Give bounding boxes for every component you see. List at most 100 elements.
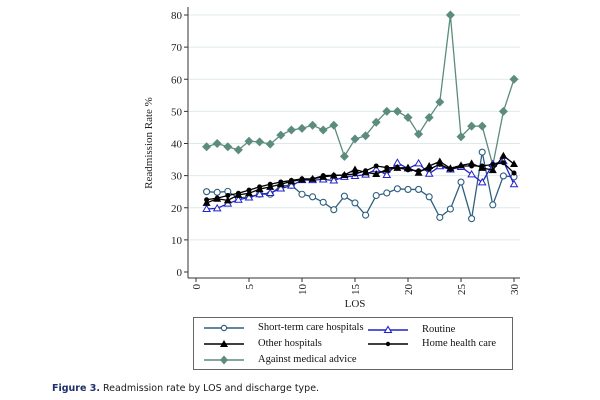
data-point bbox=[310, 176, 316, 182]
y-tick-label: 80 bbox=[171, 10, 183, 22]
data-point bbox=[469, 163, 475, 169]
data-point bbox=[426, 166, 432, 172]
data-point bbox=[490, 161, 496, 167]
data-point bbox=[308, 120, 318, 130]
caption-text: Readmission rate by LOS and discharge ty… bbox=[99, 383, 320, 394]
legend-label: Other hospitals bbox=[258, 338, 322, 349]
x-tick-label: 15 bbox=[350, 284, 362, 296]
data-point bbox=[437, 161, 443, 167]
data-point bbox=[414, 158, 423, 167]
data-point bbox=[435, 157, 444, 165]
data-point bbox=[223, 196, 232, 204]
data-point bbox=[446, 205, 454, 213]
data-point bbox=[436, 213, 444, 221]
axes bbox=[187, 7, 520, 279]
data-point bbox=[320, 173, 326, 179]
data-point bbox=[415, 185, 423, 193]
data-point bbox=[265, 188, 275, 196]
data-point bbox=[392, 106, 402, 116]
legend-item-against-medical-advice: Against medical advice bbox=[202, 354, 357, 365]
data-point bbox=[223, 142, 233, 152]
y-tick-label: 30 bbox=[171, 171, 183, 183]
data-point bbox=[371, 117, 381, 127]
data-point bbox=[457, 178, 465, 186]
data-point bbox=[498, 106, 508, 116]
data-point bbox=[447, 166, 453, 172]
data-point bbox=[288, 177, 294, 183]
x-tick-label: 25 bbox=[456, 284, 468, 296]
data-point bbox=[477, 177, 487, 186]
y-tick-label: 50 bbox=[171, 106, 183, 118]
x-tick-label: 10 bbox=[297, 284, 309, 296]
data-point bbox=[340, 192, 348, 200]
circle-marker-icon bbox=[204, 324, 244, 331]
data-point bbox=[499, 172, 507, 180]
series-against-medical-advice bbox=[202, 10, 519, 170]
data-point bbox=[276, 183, 286, 192]
data-point bbox=[204, 197, 210, 203]
x-tick-label: 5 bbox=[244, 284, 256, 290]
data-point bbox=[233, 145, 243, 155]
data-point bbox=[213, 188, 221, 196]
data-point bbox=[382, 106, 392, 116]
figure-caption: Figure 3. Readmission rate by LOS and di… bbox=[52, 383, 319, 394]
data-point bbox=[278, 179, 284, 185]
data-point bbox=[352, 171, 358, 177]
data-point bbox=[298, 190, 306, 198]
legend: Short-term care hospitals Routine Other … bbox=[193, 317, 513, 370]
data-point bbox=[286, 125, 296, 135]
data-point bbox=[309, 193, 317, 201]
data-point bbox=[212, 139, 222, 148]
series-group bbox=[202, 10, 519, 223]
y-axis-label: Readmission Rate % bbox=[143, 97, 155, 189]
data-point bbox=[363, 168, 369, 174]
data-point bbox=[435, 97, 445, 107]
data-point bbox=[394, 165, 400, 171]
data-point bbox=[416, 168, 422, 174]
data-point bbox=[425, 193, 433, 201]
x-ticks: 0 5 10 15 20 25 30 bbox=[191, 278, 521, 295]
y-tick-label: 10 bbox=[171, 235, 183, 247]
y-tick-label: 70 bbox=[171, 42, 183, 54]
series-home-health-care bbox=[204, 160, 517, 203]
diamond-marker-icon bbox=[204, 355, 244, 364]
x-axis-label: LOS bbox=[345, 298, 366, 310]
data-point bbox=[509, 179, 519, 188]
data-point bbox=[299, 176, 305, 182]
data-point bbox=[424, 169, 434, 177]
data-point bbox=[202, 204, 211, 213]
data-point bbox=[456, 132, 466, 142]
data-point bbox=[265, 139, 275, 149]
legend-item-other-hospitals: Other hospitals bbox=[202, 338, 322, 349]
series-line bbox=[206, 152, 515, 219]
data-point bbox=[405, 167, 411, 173]
data-point bbox=[382, 170, 392, 178]
data-point bbox=[414, 129, 424, 139]
legend-item-home-health: Home health care bbox=[366, 338, 496, 349]
data-point bbox=[510, 160, 518, 168]
x-tick-label: 0 bbox=[191, 284, 203, 290]
data-point bbox=[445, 10, 455, 20]
data-point bbox=[330, 206, 338, 214]
data-point bbox=[214, 195, 220, 201]
data-point bbox=[329, 175, 339, 184]
data-point bbox=[202, 142, 212, 152]
legend-item-short-term: Short-term care hospitals bbox=[202, 322, 364, 333]
data-point bbox=[341, 172, 347, 178]
data-point bbox=[319, 198, 327, 206]
data-point bbox=[458, 163, 464, 169]
legend-label: Home health care bbox=[422, 338, 497, 349]
triangle-marker-icon bbox=[368, 324, 408, 333]
data-point bbox=[384, 165, 390, 171]
dot-marker-icon bbox=[368, 341, 408, 346]
data-point bbox=[404, 185, 412, 193]
data-point bbox=[246, 187, 252, 193]
x-tick-label: 30 bbox=[509, 284, 521, 296]
data-point bbox=[331, 172, 337, 178]
data-point bbox=[255, 189, 264, 198]
data-point bbox=[509, 74, 519, 84]
series-line bbox=[206, 14, 515, 166]
data-point bbox=[372, 170, 381, 178]
legend-item-routine: Routine bbox=[366, 324, 455, 335]
